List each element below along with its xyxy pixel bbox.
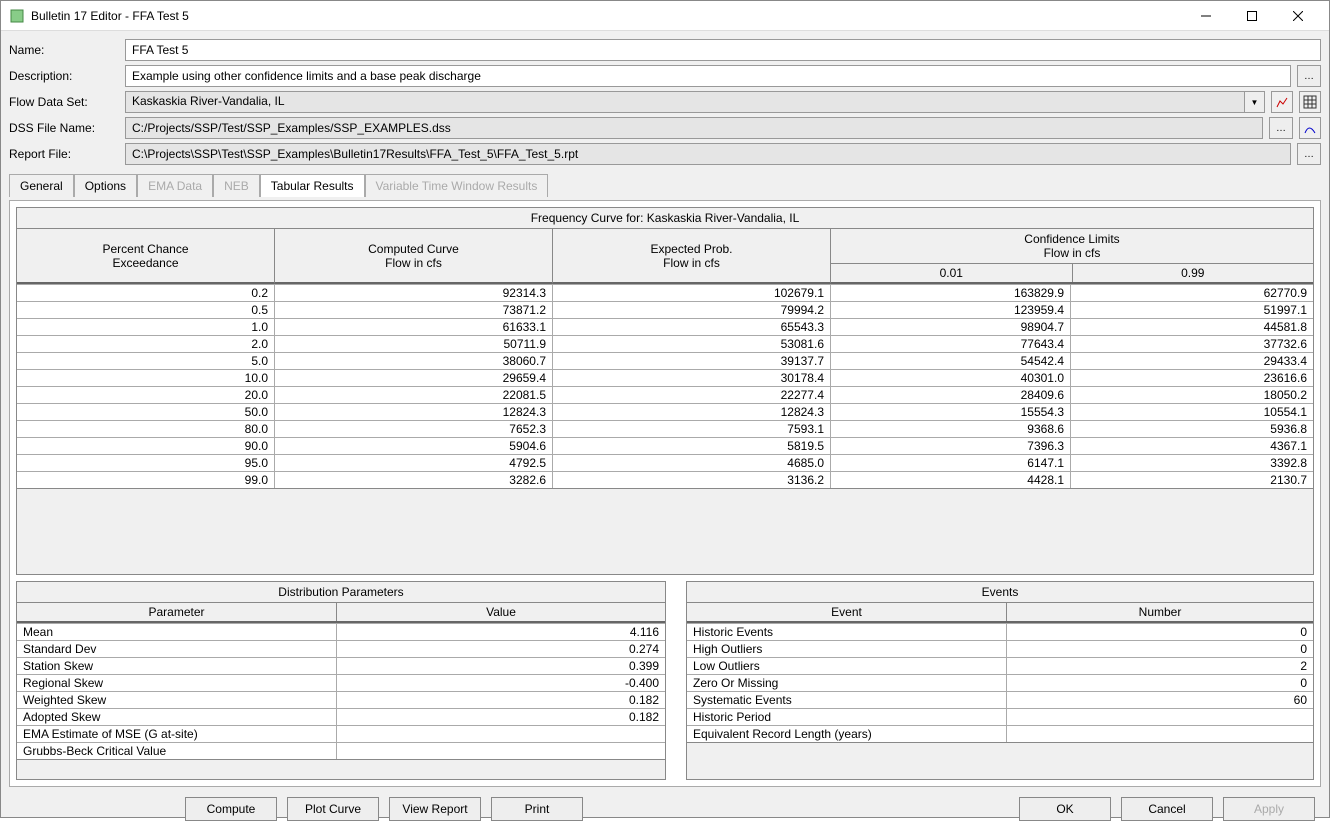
view-report-button[interactable]: View Report: [389, 797, 481, 821]
button-row: Compute Plot Curve View Report Print OK …: [9, 791, 1321, 827]
maximize-button[interactable]: [1229, 4, 1275, 28]
rpt-label: Report File:: [9, 147, 119, 161]
table-row: Adopted Skew0.182: [17, 708, 665, 725]
table-row: 2.050711.953081.677643.437732.6: [17, 335, 1313, 352]
tab-tabular-results[interactable]: Tabular Results: [260, 174, 365, 197]
table-row: High Outliers0: [687, 640, 1313, 657]
freq-spacer: [17, 488, 1313, 574]
table-row: 50.012824.312824.315554.310554.1: [17, 403, 1313, 420]
table-row: 1.061633.165543.398904.744581.8: [17, 318, 1313, 335]
results-panel: Frequency Curve for: Kaskaskia River-Van…: [9, 200, 1321, 787]
table-icon[interactable]: [1299, 91, 1321, 113]
tab-neb: NEB: [213, 174, 260, 197]
freq-title: Frequency Curve for: Kaskaskia River-Van…: [17, 208, 1313, 229]
table-row: 10.029659.430178.440301.023616.6: [17, 369, 1313, 386]
window-title: Bulletin 17 Editor - FFA Test 5: [31, 9, 1183, 23]
tab-ema-data: EMA Data: [137, 174, 213, 197]
compute-button[interactable]: Compute: [185, 797, 277, 821]
table-row: 0.292314.3102679.1163829.962770.9: [17, 284, 1313, 301]
frequency-table: Frequency Curve for: Kaskaskia River-Van…: [16, 207, 1314, 575]
dss-label: DSS File Name:: [9, 121, 119, 135]
freq-header: Percent ChanceExceedance Computed CurveF…: [17, 229, 1313, 284]
table-row: Regional Skew-0.400: [17, 674, 665, 691]
rpt-ellipsis-button[interactable]: …: [1297, 143, 1321, 165]
table-row: 95.04792.54685.06147.13392.8: [17, 454, 1313, 471]
table-row: Weighted Skew0.182: [17, 691, 665, 708]
table-row: Mean4.116: [17, 623, 665, 640]
minimize-button[interactable]: [1183, 4, 1229, 28]
table-row: Standard Dev0.274: [17, 640, 665, 657]
table-row: Station Skew0.399: [17, 657, 665, 674]
table-row: Zero Or Missing0: [687, 674, 1313, 691]
table-row: Historic Period: [687, 708, 1313, 725]
table-row: EMA Estimate of MSE (G at-site): [17, 725, 665, 742]
name-label: Name:: [9, 43, 119, 57]
dss-ellipsis-button[interactable]: …: [1269, 117, 1293, 139]
table-row: 80.07652.37593.19368.65936.8: [17, 420, 1313, 437]
apply-button: Apply: [1223, 797, 1315, 821]
desc-ellipsis-button[interactable]: …: [1297, 65, 1321, 87]
curve-icon[interactable]: [1299, 117, 1321, 139]
table-row: Systematic Events60: [687, 691, 1313, 708]
table-row: Grubbs-Beck Critical Value: [17, 742, 665, 759]
flow-select[interactable]: Kaskaskia River-Vandalia, IL▼: [125, 91, 1265, 113]
close-button[interactable]: [1275, 4, 1321, 28]
tab-general[interactable]: General: [9, 174, 74, 197]
table-row: 99.03282.63136.24428.12130.7: [17, 471, 1313, 488]
desc-label: Description:: [9, 69, 119, 83]
table-row: Equivalent Record Length (years): [687, 725, 1313, 742]
table-row: 0.573871.279994.2123959.451997.1: [17, 301, 1313, 318]
titlebar: Bulletin 17 Editor - FFA Test 5: [1, 1, 1329, 31]
freq-body: 0.292314.3102679.1163829.962770.90.57387…: [17, 284, 1313, 488]
chevron-down-icon[interactable]: ▼: [1245, 91, 1265, 113]
bottom-tables: Distribution Parameters ParameterValue M…: [16, 581, 1314, 780]
plot-curve-button[interactable]: Plot Curve: [287, 797, 379, 821]
dss-input: [125, 117, 1263, 139]
table-row: 20.022081.522277.428409.618050.2: [17, 386, 1313, 403]
content-area: Name: Description: … Flow Data Set: Kaska…: [1, 31, 1329, 835]
tab-options[interactable]: Options: [74, 174, 137, 197]
editor-window: Bulletin 17 Editor - FFA Test 5 Name: De…: [0, 0, 1330, 818]
table-row: 5.038060.739137.754542.429433.4: [17, 352, 1313, 369]
desc-input[interactable]: [125, 65, 1291, 87]
name-input[interactable]: [125, 39, 1321, 61]
ok-button[interactable]: OK: [1019, 797, 1111, 821]
cancel-button[interactable]: Cancel: [1121, 797, 1213, 821]
plot-icon[interactable]: [1271, 91, 1293, 113]
rpt-input: [125, 143, 1291, 165]
tab-bar: General Options EMA Data NEB Tabular Res…: [9, 173, 1321, 196]
events-table: Events EventNumber Historic Events0High …: [686, 581, 1314, 780]
print-button[interactable]: Print: [491, 797, 583, 821]
table-row: 90.05904.65819.57396.34367.1: [17, 437, 1313, 454]
flow-label: Flow Data Set:: [9, 95, 119, 109]
table-row: Historic Events0: [687, 623, 1313, 640]
app-icon: [9, 8, 25, 24]
table-row: Low Outliers2: [687, 657, 1313, 674]
distribution-table: Distribution Parameters ParameterValue M…: [16, 581, 666, 780]
tab-variable-time: Variable Time Window Results: [365, 174, 549, 197]
